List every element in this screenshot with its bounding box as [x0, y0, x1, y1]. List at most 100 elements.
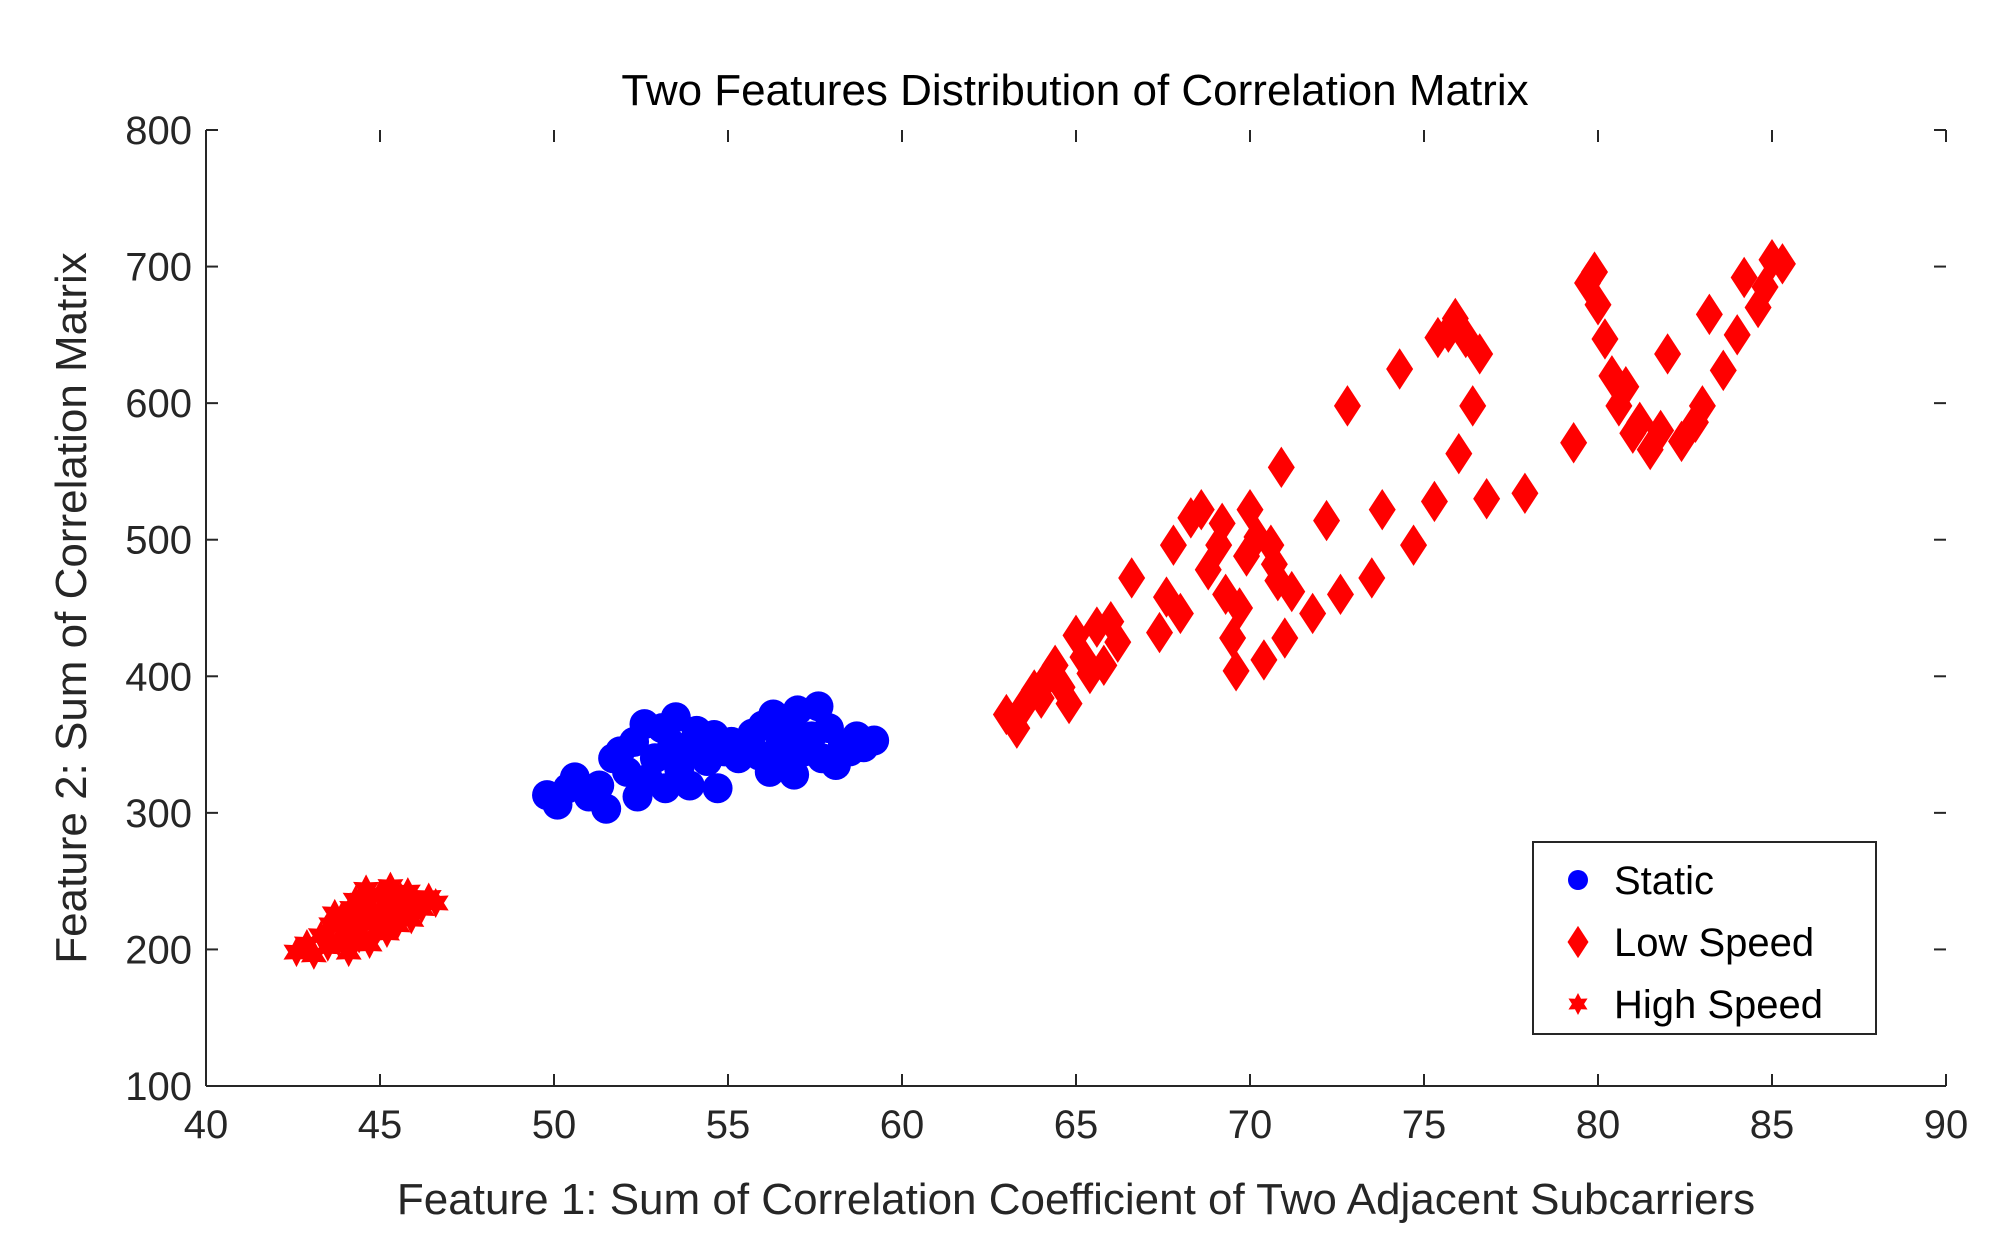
x-tick-label: 85 [1750, 1103, 1795, 1147]
y-axis-ticks: 100 200 300 400 500 600 700 800 [125, 109, 1946, 1109]
low-speed-point [1581, 251, 1609, 293]
low-speed-point [1768, 243, 1796, 285]
low-speed-point [1584, 284, 1612, 326]
low-speed-point [1560, 422, 1588, 464]
x-tick-label: 45 [358, 1103, 403, 1147]
low-speed-point [1333, 385, 1361, 427]
high-speed-point [300, 939, 327, 970]
legend-label: High Speed [1614, 983, 1823, 1027]
low-speed-point [1466, 333, 1494, 375]
low-speed-point [1647, 409, 1675, 452]
legend-marker-low-speed [1567, 925, 1589, 959]
static-point [674, 770, 705, 801]
low-speed-point [1055, 682, 1083, 725]
low-speed-point [1420, 480, 1448, 523]
high-speed-point [401, 885, 428, 916]
legend-label: Low Speed [1614, 921, 1814, 965]
low-speed-point [1591, 318, 1619, 360]
low-speed-point [1069, 636, 1097, 678]
low-speed-point [1104, 621, 1132, 663]
low-speed-point [1152, 576, 1180, 618]
low-speed-point [1400, 524, 1428, 566]
low-speed-point [1688, 385, 1716, 427]
low-speed-point [1010, 685, 1038, 728]
low-speed-point [1278, 570, 1306, 613]
low-speed-point [1511, 472, 1539, 514]
high-speed-point [367, 907, 393, 938]
x-tick-label: 55 [706, 1103, 751, 1147]
low-speed-point [1233, 535, 1261, 577]
low-speed-point [1159, 524, 1187, 566]
high-speed-point [342, 912, 369, 943]
high-speed-point [318, 909, 345, 940]
high-speed-point [321, 898, 348, 929]
x-tick-label: 40 [184, 1103, 229, 1147]
x-tick-label: 60 [880, 1103, 925, 1147]
low-speed-point [1222, 650, 1250, 692]
low-speed-point [1212, 573, 1240, 616]
y-tick-label: 800 [125, 109, 192, 153]
low-speed-point [1445, 432, 1473, 475]
high-speed-point [353, 874, 380, 905]
y-tick-label: 500 [125, 519, 192, 563]
low-speed-point [1473, 478, 1501, 520]
high-speed-point [398, 904, 425, 935]
static-point [584, 770, 615, 801]
legend-label: Static [1614, 859, 1714, 903]
chart-title: Two Features Distribution of Correlation… [621, 66, 1528, 115]
static-point [859, 725, 890, 756]
legend: Static Low Speed High Speed [1532, 841, 1877, 1035]
x-tick-label: 75 [1402, 1103, 1447, 1147]
legend-marker-high-speed [1568, 993, 1588, 1015]
low-speed-point [1267, 446, 1295, 489]
low-speed-point [1459, 385, 1487, 427]
low-speed-point [1226, 587, 1254, 629]
high-speed-point [384, 909, 411, 940]
low-speed-point [1208, 502, 1236, 545]
high-speed-point [307, 920, 334, 951]
high-speed-point [325, 926, 352, 957]
low-speed-point [1090, 644, 1118, 687]
low-speed-point [1264, 559, 1292, 602]
high-speed-point [377, 871, 404, 902]
high-speed-point [394, 877, 421, 908]
low-speed-point [1313, 499, 1341, 542]
high-speed-point [408, 893, 435, 924]
x-tick-label: 90 [1924, 1103, 1969, 1147]
low-speed-point [1358, 557, 1386, 599]
low-speed-point [1271, 617, 1299, 659]
low-speed-point [1146, 611, 1174, 654]
static-point [779, 759, 810, 790]
y-axis-label: Feature 2: Sum of Correlation Matrix [47, 252, 96, 964]
low-speed-point [1730, 256, 1758, 299]
low-speed-point [1027, 677, 1055, 719]
low-speed-point [1243, 516, 1271, 558]
low-speed-point [1187, 488, 1215, 531]
y-tick-label: 400 [125, 655, 192, 699]
high-speed-point [356, 928, 383, 959]
low-speed-point [1612, 366, 1640, 408]
static-point [702, 773, 733, 804]
low-speed-point [1166, 592, 1194, 635]
low-speed-point [1219, 617, 1247, 659]
high-speed-point [373, 918, 400, 949]
high-speed-point [380, 890, 407, 921]
y-tick-label: 600 [125, 382, 192, 426]
data-points [283, 239, 1796, 970]
low-speed-point [1709, 349, 1737, 392]
x-tick-label: 70 [1228, 1103, 1273, 1147]
high-speed-point [422, 887, 449, 918]
static-point [591, 793, 622, 824]
y-tick-label: 700 [125, 246, 192, 290]
x-axis-ticks: 40 45 50 55 60 65 70 75 80 85 90 [184, 130, 1969, 1147]
legend-box [1532, 841, 1877, 1035]
low-speed-point [1257, 524, 1285, 566]
low-speed-point [1695, 293, 1723, 336]
low-speed-point [1626, 401, 1654, 443]
low-speed-point [1723, 314, 1751, 356]
low-speed-point [1250, 639, 1278, 681]
high-speed-point [342, 885, 369, 916]
low-speed-point [1326, 573, 1354, 616]
low-speed-point [1386, 348, 1414, 390]
